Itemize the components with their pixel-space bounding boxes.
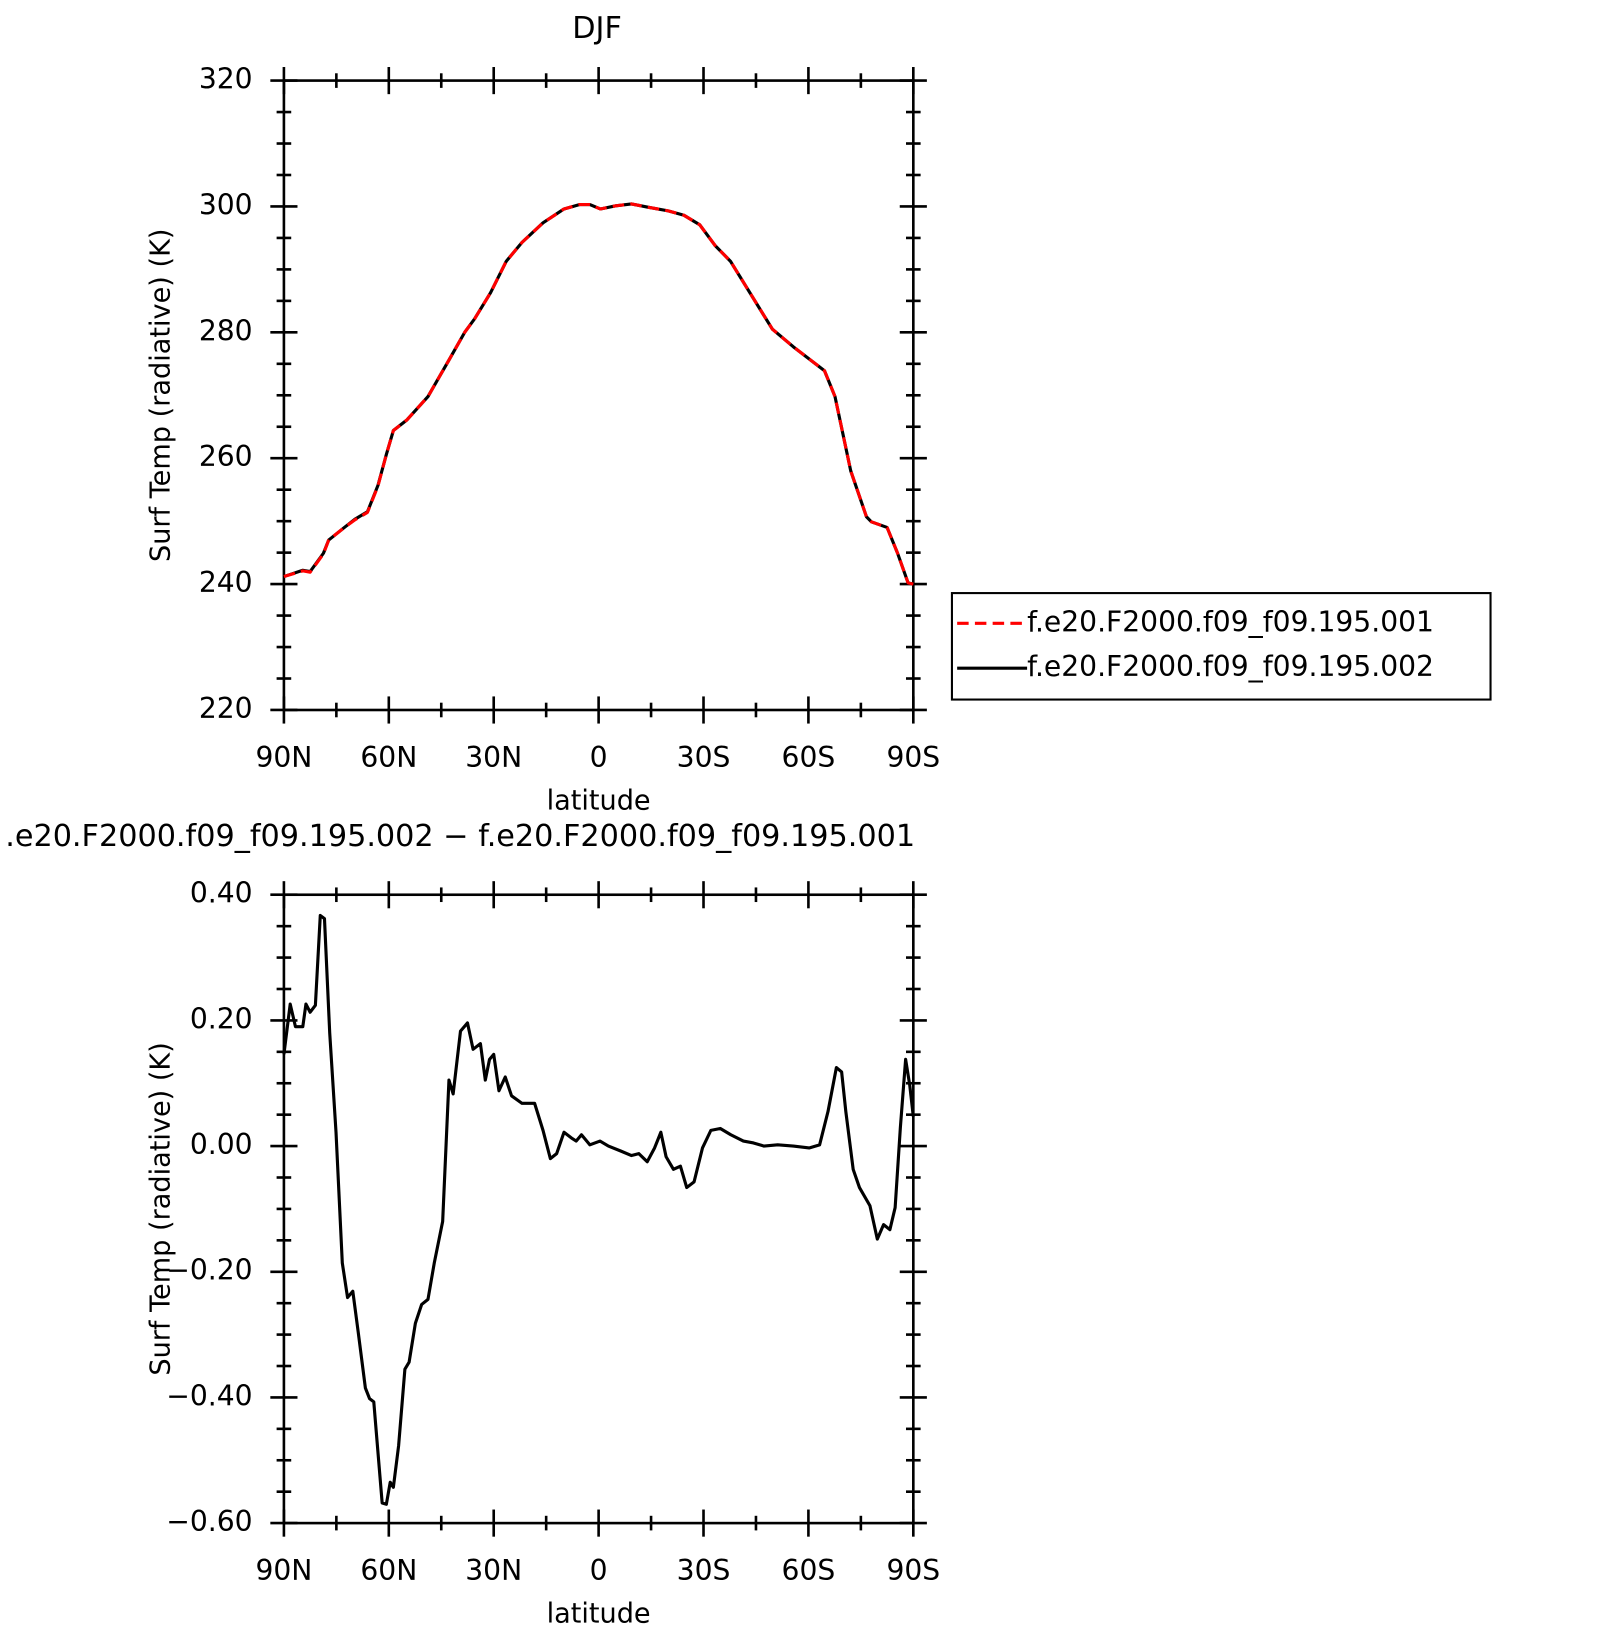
y-tick-label: 320	[199, 63, 253, 96]
y-tick-label: −0.60	[166, 1505, 252, 1538]
chart-title: .e20.F2000.f09_f09.195.002 − f.e20.F2000…	[5, 819, 915, 854]
x-tick-label: 60N	[360, 1554, 417, 1587]
x-tick-label: 90S	[886, 1554, 940, 1587]
x-tick-label: 0	[590, 1554, 608, 1587]
x-tick-label: 0	[590, 741, 608, 774]
x-tick-label: 60S	[782, 1554, 836, 1587]
y-axis-label: Surf Temp (radiative) (K)	[145, 1042, 176, 1375]
series-line	[282, 913, 915, 1506]
plot-frame	[282, 893, 915, 1525]
legend-label: f.e20.F2000.f09_f09.195.002	[1027, 650, 1434, 683]
y-tick-label: −0.40	[166, 1379, 252, 1412]
series-line	[283, 202, 914, 586]
x-axis-label: latitude	[547, 785, 651, 816]
y-tick-label: 260	[199, 440, 253, 473]
y-tick-label: 240	[199, 566, 253, 599]
x-tick-label: 90S	[886, 741, 940, 774]
x-tick-label: 30N	[465, 741, 522, 774]
x-tick-label: 30S	[677, 741, 731, 774]
x-tick-label: 90N	[255, 741, 312, 774]
x-tick-label: 60N	[360, 741, 417, 774]
y-tick-label: 220	[199, 692, 253, 725]
x-tick-label: 30N	[465, 1554, 522, 1587]
chart-title: DJF	[572, 11, 622, 46]
legend-label: f.e20.F2000.f09_f09.195.001	[1027, 605, 1434, 638]
x-tick-label: 30S	[677, 1554, 731, 1587]
x-axis-label: latitude	[547, 1598, 651, 1629]
y-tick-label: 300	[199, 188, 253, 221]
y-tick-label: 280	[199, 314, 253, 347]
y-tick-label: 0.00	[190, 1128, 253, 1161]
plot-frame	[282, 79, 915, 712]
y-tick-label: 0.40	[190, 877, 253, 910]
series-line	[283, 202, 914, 586]
y-tick-label: 0.20	[190, 1002, 253, 1035]
x-tick-label: 90N	[255, 1554, 312, 1587]
x-tick-label: 60S	[782, 741, 836, 774]
y-axis-label: Surf Temp (radiative) (K)	[145, 229, 176, 562]
y-tick-label: −0.20	[166, 1254, 252, 1287]
legend-box	[950, 592, 1492, 701]
